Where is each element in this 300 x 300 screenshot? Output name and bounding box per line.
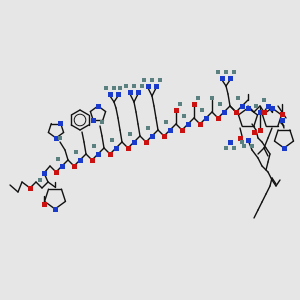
Bar <box>262 98 266 102</box>
Bar <box>41 170 46 175</box>
Bar <box>77 158 83 163</box>
Bar <box>239 103 244 109</box>
Bar <box>257 110 262 115</box>
Bar <box>203 116 208 121</box>
Bar <box>89 158 94 163</box>
Bar <box>233 110 238 115</box>
Bar <box>210 96 214 100</box>
Bar <box>41 202 46 206</box>
Bar <box>227 76 232 80</box>
Bar <box>232 146 236 150</box>
Bar <box>112 86 116 90</box>
Bar <box>167 128 172 133</box>
Bar <box>254 104 258 108</box>
Bar <box>220 76 224 80</box>
Bar <box>128 132 132 136</box>
Bar <box>185 122 190 127</box>
Bar <box>262 110 266 115</box>
Bar <box>281 146 286 151</box>
Bar <box>146 83 151 88</box>
Bar <box>131 140 136 145</box>
Bar <box>154 83 158 88</box>
Bar <box>110 138 114 142</box>
Bar <box>269 106 275 110</box>
Bar <box>179 128 184 133</box>
Bar <box>38 178 42 182</box>
Bar <box>92 144 96 148</box>
Bar <box>52 206 58 211</box>
Bar <box>173 107 178 112</box>
Bar <box>224 70 228 74</box>
Bar <box>215 116 220 121</box>
Bar <box>59 164 64 169</box>
Bar <box>142 78 146 82</box>
Bar <box>200 108 204 112</box>
Bar <box>124 84 128 88</box>
Bar <box>128 89 133 94</box>
Bar <box>107 152 112 157</box>
Bar <box>125 146 130 151</box>
Bar <box>132 84 136 88</box>
Bar <box>227 140 232 145</box>
Bar <box>280 112 284 116</box>
Bar <box>236 96 240 100</box>
Bar <box>71 164 76 169</box>
Bar <box>216 70 220 74</box>
Bar <box>266 103 271 109</box>
Bar <box>251 130 256 134</box>
Bar <box>221 110 226 115</box>
Bar <box>56 157 60 161</box>
Bar <box>158 78 162 82</box>
Bar <box>91 118 96 123</box>
Bar <box>58 136 62 140</box>
Bar <box>245 106 250 110</box>
Bar <box>218 102 222 106</box>
Bar <box>196 96 200 100</box>
Bar <box>182 114 186 118</box>
Bar <box>74 150 78 154</box>
Bar <box>53 169 58 175</box>
Bar <box>164 120 168 124</box>
Bar <box>100 120 104 124</box>
Bar <box>149 134 154 139</box>
Bar <box>161 134 166 139</box>
Bar <box>146 126 150 130</box>
Bar <box>245 137 250 142</box>
Bar <box>143 140 148 145</box>
Bar <box>238 136 242 140</box>
Bar <box>116 92 121 97</box>
Bar <box>191 101 196 106</box>
Bar <box>113 146 119 151</box>
Bar <box>197 122 202 127</box>
Bar <box>257 128 262 133</box>
Bar <box>178 102 182 106</box>
Bar <box>58 121 63 126</box>
Bar <box>104 86 108 90</box>
Bar <box>242 144 246 148</box>
Bar <box>95 152 101 157</box>
Bar <box>232 70 236 74</box>
Bar <box>136 89 140 94</box>
Bar <box>250 144 254 148</box>
Bar <box>118 86 122 90</box>
Bar <box>95 103 101 109</box>
Bar <box>240 140 244 144</box>
Bar <box>150 78 154 82</box>
Bar <box>53 136 58 140</box>
Bar <box>280 118 284 122</box>
Bar <box>224 146 228 150</box>
Bar <box>28 185 32 190</box>
Bar <box>107 92 112 97</box>
Bar <box>140 84 144 88</box>
